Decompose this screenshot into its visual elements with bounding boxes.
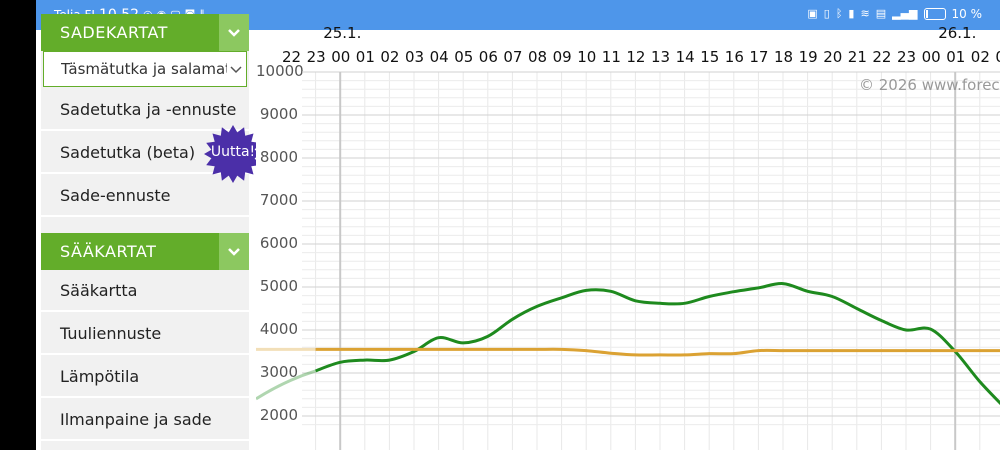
status-bar-right: ▣ ▯ ᛒ ▮ ≋ ▤ ▂▄▆ 10 %	[807, 7, 982, 21]
y-tick-label: 2000	[259, 406, 298, 424]
section-header-weather[interactable]: SÄÄKARTAT	[41, 233, 249, 270]
section-title-radar: SADEKARTAT	[60, 23, 168, 42]
hour-label: 22	[872, 48, 892, 66]
volte-icon: ▤	[875, 7, 887, 20]
battery-icon	[923, 8, 946, 20]
section-title-weather: SÄÄKARTAT	[60, 242, 157, 261]
new-badge-text: Uutta!	[210, 144, 256, 160]
series-line-0	[315, 282, 1000, 406]
nfc-icon: ▣	[807, 7, 818, 20]
hour-label: 07	[503, 48, 523, 66]
hour-label: 23	[897, 48, 917, 66]
hour-label: 18	[774, 48, 794, 66]
menu-item-label: Sadetutka (beta)	[60, 143, 196, 162]
hour-label: 06	[478, 48, 498, 66]
hour-label: 02	[380, 48, 400, 66]
signal-icon: ▂▄▆	[892, 7, 918, 20]
menu-item-weather-map[interactable]: Sääkartta	[41, 271, 249, 312]
battery-percent: 10 %	[951, 7, 983, 21]
hour-label: 05	[454, 48, 474, 66]
hour-label: 12	[626, 48, 646, 66]
hour-label: 10	[577, 48, 597, 66]
menu-item-label: Tuuliennuste	[60, 324, 162, 343]
section-toggle-radar[interactable]	[219, 14, 249, 51]
radar-type-select[interactable]: Täsmätutka ja salamat	[43, 51, 247, 87]
silent-icon: ▮	[848, 7, 855, 20]
hour-label: 01	[355, 48, 375, 66]
hour-label: 09	[552, 48, 572, 66]
freezing-level-chart: 25.1. 26.1. 22 23 00 01 02 03 04 05 06 07 08 09 10 11 1…	[256, 24, 1000, 450]
hour-label: 03	[995, 48, 1000, 66]
series-lead-in-0	[256, 369, 317, 401]
y-tick-label: 5000	[259, 277, 298, 295]
menu-item-wind-forecast[interactable]: Tuuliennuste	[41, 314, 249, 355]
hour-label: 22	[282, 48, 302, 66]
menu-item-radar-forecast[interactable]: Sadetutka ja -ennuste	[41, 90, 249, 131]
hour-label: 11	[601, 48, 621, 66]
menu-item-pressure-rain[interactable]: Ilmanpaine ja sade	[41, 400, 249, 441]
menu-item-label: Lämpötila	[60, 367, 140, 386]
series-line-1	[315, 347, 1000, 357]
y-tick-label: 9000	[259, 105, 298, 123]
hour-label: 01	[946, 48, 966, 66]
y-tick-label: 6000	[259, 234, 298, 252]
vibrate-icon: ▯	[823, 7, 830, 20]
hour-label: 02	[970, 48, 990, 66]
hour-label: 21	[847, 48, 867, 66]
y-tick-label: 3000	[259, 363, 298, 381]
menu-item-label: Sadetutka ja -ennuste	[60, 100, 237, 119]
menu-item-rain-forecast[interactable]: Sade-ennuste	[41, 176, 249, 217]
hour-label: 03	[405, 48, 425, 66]
hour-label: 23	[306, 48, 326, 66]
bluetooth-icon: ᛒ	[835, 7, 843, 20]
section-toggle-weather[interactable]	[219, 233, 249, 270]
hour-label: 20	[823, 48, 843, 66]
menu-item-label: Ilmanpaine ja sade	[60, 410, 212, 429]
section-header-radar[interactable]: SADEKARTAT	[41, 14, 249, 51]
chevron-down-icon	[230, 60, 242, 78]
hour-label: 00	[921, 48, 941, 66]
chart-plot	[256, 71, 1000, 450]
chevron-down-icon	[228, 28, 240, 37]
sidebar: SADEKARTAT Täsmätutka ja salamat Sadetut…	[41, 14, 262, 450]
hour-label: 16	[724, 48, 744, 66]
hour-label: 08	[528, 48, 548, 66]
copyright-text: © 2026 www.forec	[859, 76, 1000, 94]
hour-label: 04	[429, 48, 449, 66]
select-value: Täsmätutka ja salamat	[61, 60, 227, 78]
menu-item-temperature[interactable]: Lämpötila	[41, 357, 249, 398]
y-tick-label: 7000	[259, 191, 298, 209]
hour-label: 19	[798, 48, 818, 66]
date-label: 26.1.	[938, 24, 977, 42]
wifi-icon: ≋	[860, 7, 870, 20]
phone-screen: Telia FI 10.52 ◎ ◉ ▢ ◙ ∥ ⋯ ▣ ▯ ᛒ ▮ ≋ ▤ ▂…	[36, 0, 1000, 450]
hour-label: 14	[675, 48, 695, 66]
new-badge-starburst	[204, 125, 262, 183]
y-tick-label: 4000	[259, 320, 298, 338]
menu-item-label: Sääkartta	[60, 281, 138, 300]
date-label: 25.1.	[323, 24, 362, 42]
hour-label: 15	[700, 48, 720, 66]
hour-label: 13	[651, 48, 671, 66]
y-tick-label: 10000	[256, 62, 304, 80]
menu-item-label: Sade-ennuste	[60, 186, 171, 205]
y-tick-label: 8000	[259, 148, 298, 166]
hour-label: 17	[749, 48, 769, 66]
hour-label: 00	[331, 48, 351, 66]
chevron-down-icon	[228, 247, 240, 256]
